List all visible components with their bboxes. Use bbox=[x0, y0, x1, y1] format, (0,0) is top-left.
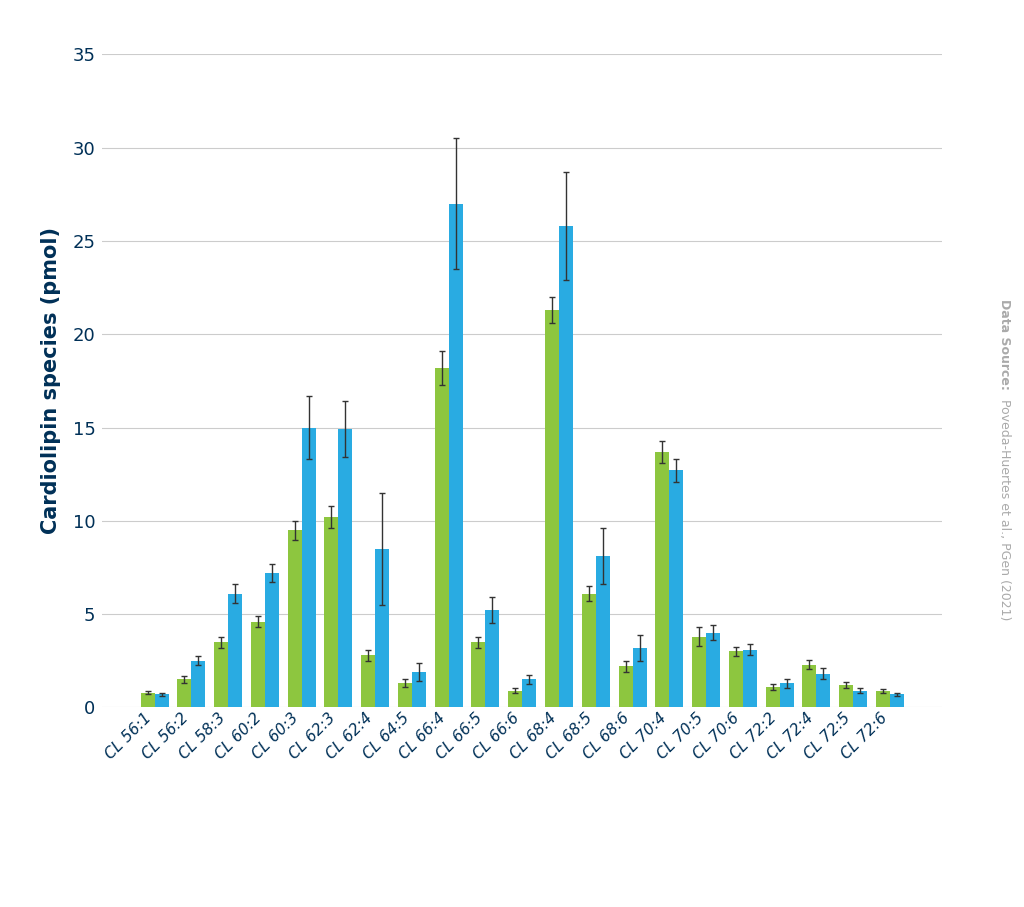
Bar bbox=[191, 661, 205, 707]
Bar bbox=[840, 685, 853, 707]
Bar bbox=[876, 690, 890, 707]
Bar bbox=[707, 633, 720, 707]
Bar bbox=[338, 429, 352, 707]
Bar bbox=[522, 679, 537, 707]
Bar bbox=[288, 531, 302, 707]
Bar bbox=[729, 651, 742, 707]
Bar bbox=[361, 655, 375, 707]
Bar bbox=[302, 427, 315, 707]
Bar bbox=[803, 665, 816, 707]
Bar bbox=[251, 621, 265, 707]
Text: Poveda-Huertes et al., PGen (2021): Poveda-Huertes et al., PGen (2021) bbox=[998, 395, 1012, 620]
Bar bbox=[853, 690, 867, 707]
Bar bbox=[670, 471, 683, 707]
Bar bbox=[766, 687, 779, 707]
Bar bbox=[449, 204, 463, 707]
Bar bbox=[228, 594, 242, 707]
Bar bbox=[508, 690, 522, 707]
Bar bbox=[265, 573, 279, 707]
Bar bbox=[633, 648, 646, 707]
Bar bbox=[140, 693, 155, 707]
Bar bbox=[692, 637, 707, 707]
Bar bbox=[816, 674, 830, 707]
Bar bbox=[375, 549, 389, 707]
Bar bbox=[582, 594, 596, 707]
Bar bbox=[485, 610, 500, 707]
Bar bbox=[214, 642, 228, 707]
Bar bbox=[742, 649, 757, 707]
Bar bbox=[779, 683, 794, 707]
Bar bbox=[596, 556, 609, 707]
Bar bbox=[890, 695, 904, 707]
Bar bbox=[618, 667, 633, 707]
Bar bbox=[655, 452, 670, 707]
Bar bbox=[471, 642, 485, 707]
Bar bbox=[412, 672, 426, 707]
Bar bbox=[545, 310, 559, 707]
Bar bbox=[177, 679, 191, 707]
Bar bbox=[325, 517, 338, 707]
Bar bbox=[435, 368, 449, 707]
Bar bbox=[398, 683, 412, 707]
Bar bbox=[155, 695, 169, 707]
Bar bbox=[559, 226, 573, 707]
Text: Data Source:: Data Source: bbox=[998, 299, 1012, 390]
Y-axis label: Cardiolipin species (pmol): Cardiolipin species (pmol) bbox=[41, 228, 61, 534]
